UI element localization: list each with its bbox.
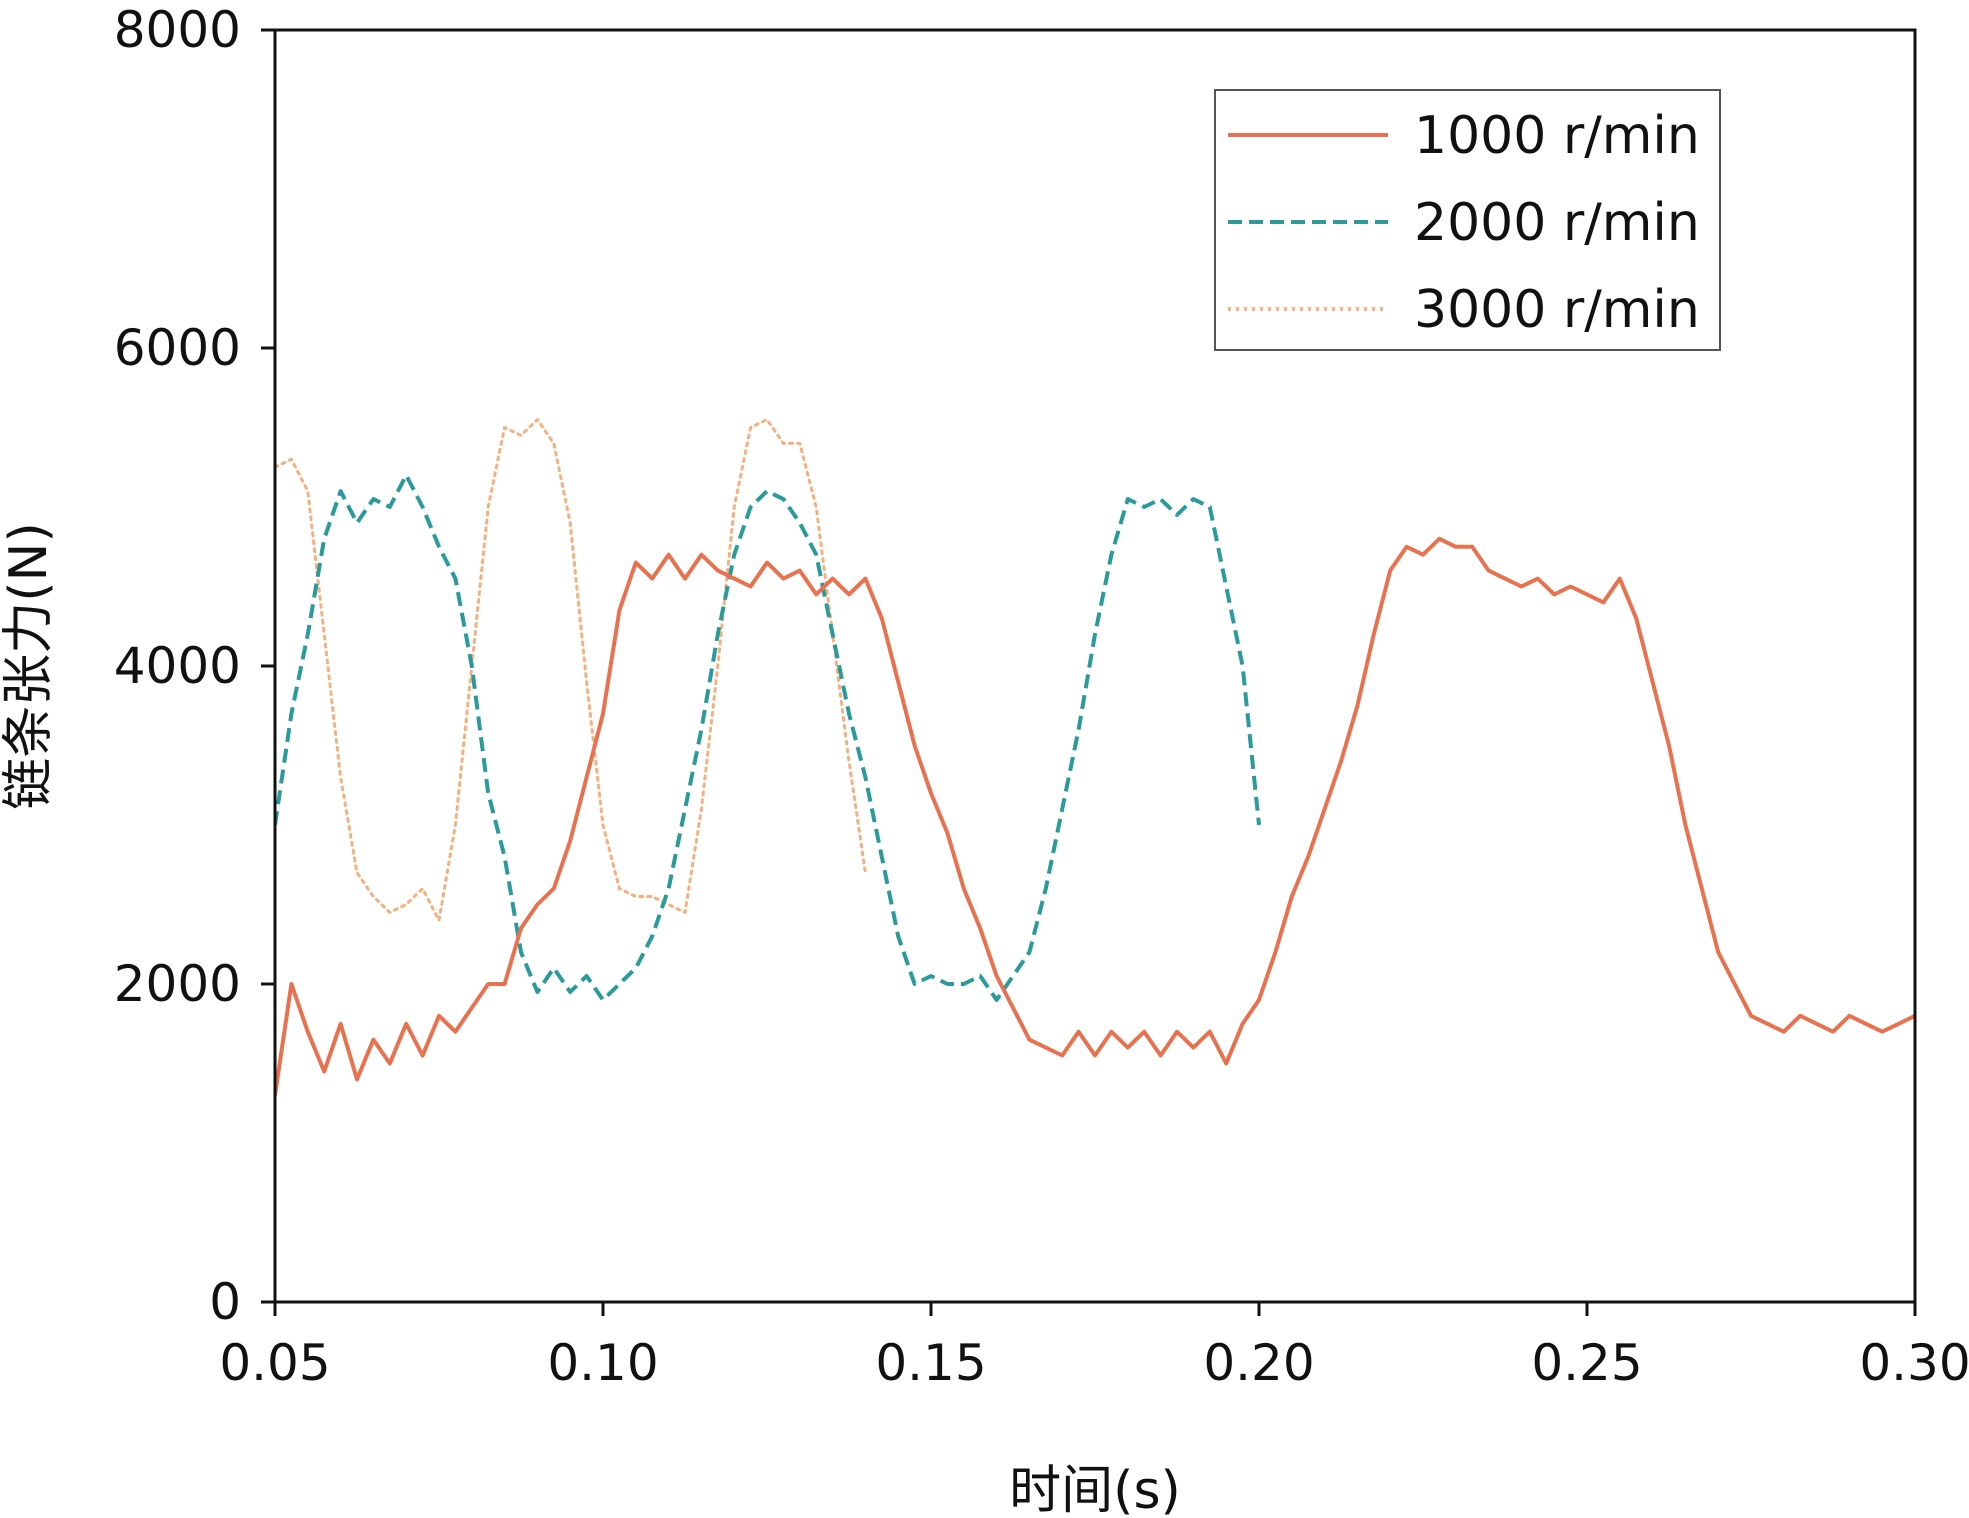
legend-label: 2000 r/min	[1414, 193, 1700, 253]
series-line-3000-r-min	[275, 418, 867, 922]
y-axis-title: 链条张力(N)	[0, 522, 59, 809]
y-axis: 0 2000 4000 6000 8000	[114, 1, 275, 1331]
series-layer	[275, 418, 1915, 1096]
x-tick-label: 0.20	[1203, 1334, 1314, 1392]
x-tick-label: 0.25	[1531, 1334, 1642, 1392]
x-tick-label: 0.05	[219, 1334, 330, 1392]
y-tick-label: 2000	[114, 955, 241, 1013]
x-axis-title: 时间(s)	[1009, 1461, 1181, 1518]
y-tick-label: 4000	[114, 637, 241, 695]
legend: 1000 r/min 2000 r/min 3000 r/min	[1214, 89, 1721, 351]
x-tick-label: 0.30	[1859, 1334, 1969, 1392]
y-tick-label: 8000	[114, 1, 241, 59]
y-tick-label: 6000	[114, 319, 241, 377]
x-axis: 0.05 0.10 0.15 0.20 0.25 0.30	[219, 1302, 1969, 1392]
x-tick-label: 0.15	[875, 1334, 986, 1392]
series-line-1000-r-min	[275, 536, 1915, 1096]
x-tick-label: 0.10	[547, 1334, 658, 1392]
legend-label: 1000 r/min	[1414, 106, 1700, 166]
legend-label: 3000 r/min	[1414, 280, 1700, 340]
series-line-2000-r-min	[275, 473, 1261, 1002]
y-tick-label: 0	[209, 1273, 241, 1331]
